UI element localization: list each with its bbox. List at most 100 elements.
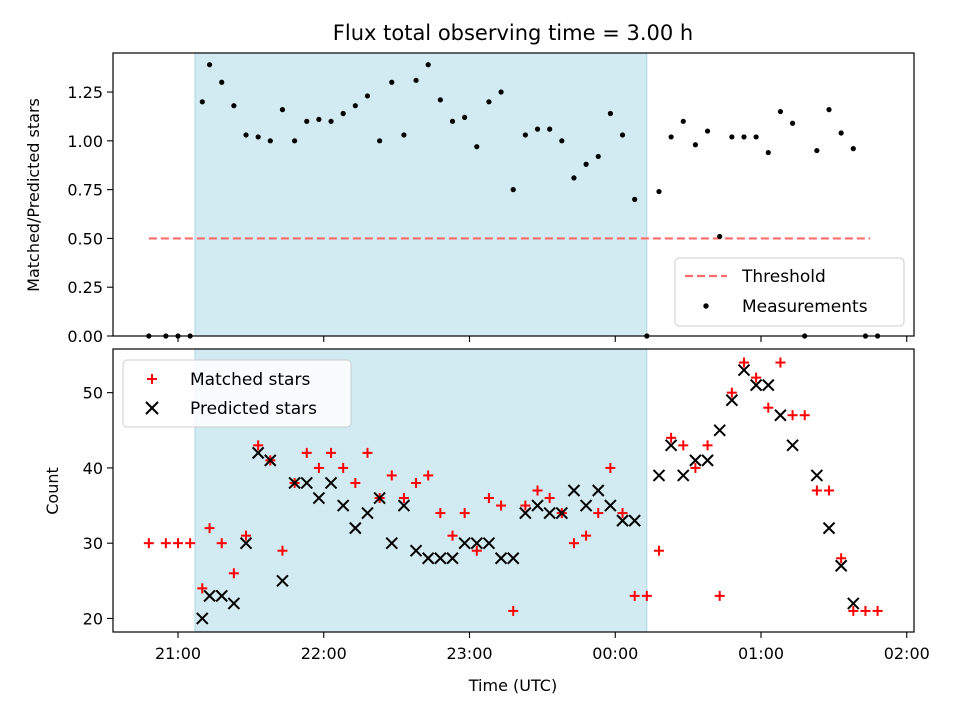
matched-star-point — [726, 387, 737, 398]
top-chart-title: Flux total observing time = 3.00 h — [333, 21, 693, 45]
measurement-point — [231, 103, 237, 109]
matched-star-point — [702, 440, 713, 451]
matched-star-point — [678, 440, 689, 451]
top-y-tick-label: 0.50 — [67, 229, 103, 248]
matched-star-point — [362, 447, 373, 458]
measurement-point — [486, 99, 492, 105]
matched-star-point — [338, 462, 349, 473]
matched-star-point — [811, 485, 822, 496]
bottom-legend-box — [122, 359, 352, 428]
predicted-star-point — [579, 499, 593, 512]
measurements-legend-swatch — [703, 303, 709, 309]
measurements-legend-label: Measurements — [742, 297, 868, 317]
matched-star-point — [860, 605, 871, 616]
x-tick-label: 02:00 — [884, 644, 930, 663]
measurement-point — [850, 146, 856, 152]
predicted-star-point — [786, 439, 799, 452]
measurement-point — [838, 130, 844, 136]
matched-star-point — [241, 530, 252, 541]
matched-star-point — [751, 372, 762, 383]
bottom-legend: Matched stars Predicted stars — [122, 359, 352, 428]
predicted-star-point — [652, 469, 666, 482]
matched-star-point — [197, 583, 208, 594]
measurement-point — [206, 62, 213, 68]
measurement-point — [559, 138, 565, 144]
predicted-star-point — [592, 484, 605, 497]
matched-star-point — [666, 432, 677, 443]
predicted-star-point — [227, 597, 241, 610]
measurement-point — [777, 108, 784, 115]
predicted-star-point — [446, 552, 459, 565]
measurement-point — [425, 62, 431, 68]
measurement-point — [199, 99, 205, 105]
matched-stars-legend-label: Matched stars — [190, 370, 310, 390]
matched-star-point — [690, 462, 701, 473]
measurement-point — [814, 147, 820, 154]
predicted-star-point — [361, 506, 374, 520]
bottom-y-axis: 20 30 40 50 — [83, 384, 113, 628]
measurement-point — [364, 93, 371, 99]
x-tick-label: 01:00 — [738, 644, 784, 663]
predicted-star-point — [628, 514, 641, 527]
predicted-star-point — [810, 469, 824, 482]
matched-star-point — [508, 605, 519, 616]
predicted-star-point — [494, 552, 508, 565]
top-y-axis: 0.00 0.25 0.50 0.75 1.00 1.25 — [67, 83, 113, 346]
matched-star-point — [617, 508, 628, 519]
matched-star-point — [581, 530, 592, 541]
predicted-star-point — [458, 536, 471, 550]
matched-star-point — [653, 545, 664, 556]
predicted-star-point — [689, 454, 702, 467]
measurement-point — [741, 134, 747, 140]
measurement-point — [292, 138, 298, 144]
predicted-stars-legend-swatch — [145, 401, 159, 415]
x-tick-label: 21:00 — [155, 644, 201, 663]
measurement-point — [789, 120, 796, 126]
predicted-star-point — [276, 574, 289, 588]
matched-star-point — [326, 447, 337, 458]
top-legend-box — [674, 257, 905, 327]
matched-star-point — [216, 538, 227, 549]
top-plot-area — [146, 52, 881, 339]
predicted-star-point — [421, 552, 435, 565]
matched-star-point — [787, 410, 798, 421]
x-tick-label: 23:00 — [446, 644, 492, 663]
matched-star-point — [435, 508, 446, 519]
matched-star-point — [714, 590, 725, 601]
measurement-point — [765, 149, 771, 156]
predicted-star-point — [264, 454, 277, 467]
bottom-y-tick-label: 30 — [83, 534, 103, 553]
measurement-point — [437, 97, 443, 103]
top-x-axis-ticks — [177, 336, 908, 342]
matched-stars-legend-swatch — [147, 374, 157, 384]
measurement-point — [279, 107, 286, 113]
measurement-point — [753, 134, 759, 140]
measurement-point — [656, 188, 662, 195]
predicted-star-point — [470, 536, 483, 550]
predicted-star-point — [737, 363, 751, 377]
measurement-point — [401, 132, 407, 138]
matched-star-point — [824, 485, 835, 496]
bottom-y-tick-label: 50 — [83, 384, 103, 403]
top-y-tick-label: 1.00 — [67, 132, 103, 151]
predicted-star-point — [482, 536, 496, 550]
predicted-star-point — [300, 476, 313, 490]
x-axis-label: Time (UTC) — [468, 676, 557, 695]
matched-star-point — [459, 508, 470, 519]
matched-star-point — [160, 538, 171, 549]
measurement-point — [340, 110, 346, 117]
predicted-stars-legend-label: Predicted stars — [190, 399, 317, 419]
measurement-point — [219, 79, 225, 85]
matched-star-point — [471, 545, 482, 556]
measurement-point — [717, 233, 723, 240]
predicted-star-point — [822, 521, 836, 535]
matched-star-point — [411, 477, 422, 488]
top-y-tick-label: 1.25 — [67, 83, 103, 102]
matched-star-point — [277, 545, 288, 556]
matched-star-point — [641, 590, 652, 601]
measurement-point — [534, 126, 541, 132]
measurement-point — [474, 144, 480, 150]
matched-star-point — [253, 440, 264, 451]
predicted-star-point — [215, 589, 228, 603]
matched-star-point — [301, 447, 312, 458]
